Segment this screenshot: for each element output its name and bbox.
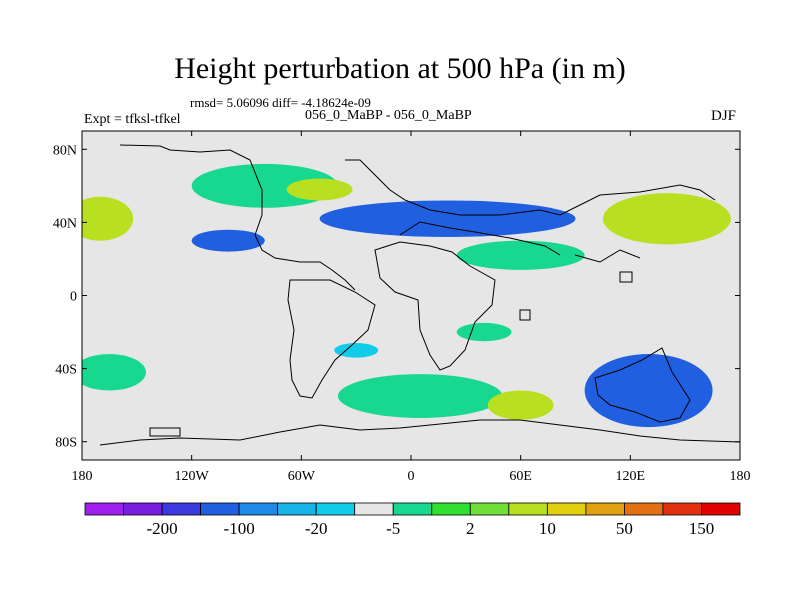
field-region-11	[456, 322, 512, 342]
coastline-misc-islands	[149, 271, 633, 437]
field-region-6	[456, 240, 585, 270]
colorbar-box	[354, 502, 394, 516]
colorbar-box	[662, 502, 702, 516]
coastline-australia	[594, 347, 691, 423]
coastline-antarctica	[99, 419, 740, 446]
y-tick-label: 40S	[55, 363, 77, 378]
colorbar-box	[161, 502, 201, 516]
field-region-4	[319, 200, 576, 238]
colorbar-box	[200, 502, 240, 516]
colorbar-label: -100	[224, 519, 255, 538]
stats-text: rmsd= 5.06096 diff= -4.18624e-09	[190, 95, 371, 110]
y-tick-label: 80N	[53, 143, 77, 158]
colorbar-box	[392, 502, 433, 516]
chart-subtitle: 056_0_MaBP - 056_0_MaBP	[305, 108, 472, 123]
field-region-9	[487, 390, 554, 420]
colorbar-label: 50	[616, 519, 633, 538]
coastline-eurasia	[345, 159, 716, 263]
colorbar-box	[84, 502, 124, 516]
colorbar-label: 150	[689, 519, 715, 538]
field-region-10	[584, 353, 713, 428]
field-region-5	[191, 229, 265, 252]
x-tick-label: 120W	[175, 469, 210, 484]
colorbar-label: 2	[466, 519, 475, 538]
colorbar-label: 10	[539, 519, 556, 538]
y-axis: 80N 40N 0 40S 80S	[53, 143, 740, 451]
coastline-north-america	[119, 144, 356, 291]
colorbar-box	[238, 502, 279, 516]
coastline-layer	[99, 144, 740, 446]
season-label: DJF	[711, 108, 737, 124]
x-tick-label: 180	[730, 469, 751, 484]
colorbar-box	[469, 502, 510, 516]
y-tick-label: 40N	[53, 216, 77, 231]
coastline-south-america	[287, 279, 376, 399]
chart-title: Height perturbation at 500 hPa (in m)	[174, 52, 626, 85]
colorbar-box	[123, 502, 163, 516]
x-tick-label: 60E	[509, 469, 532, 484]
x-tick-label: 60W	[288, 469, 316, 484]
field-region-7	[82, 353, 146, 391]
colorbar-box	[431, 502, 471, 516]
experiment-label: Expt = tfksl-tfkel	[84, 112, 181, 127]
colorbar-box	[585, 502, 625, 516]
x-axis: 180 120W 60W 0 60E 120E 180	[72, 131, 751, 484]
colorbar-box	[701, 502, 741, 516]
field-region-1	[286, 178, 353, 201]
x-tick-label: 0	[408, 469, 415, 484]
field-region-12	[334, 343, 379, 358]
y-tick-label: 0	[70, 290, 77, 305]
colorbar-box	[315, 502, 356, 516]
colorbar-box	[546, 502, 587, 516]
colorbar-label: -20	[305, 519, 328, 538]
field-region-3	[602, 193, 731, 245]
colorbar-box	[277, 502, 317, 516]
y-tick-label: 80S	[55, 436, 77, 451]
coastline-africa	[374, 241, 496, 371]
field-region-8	[337, 374, 503, 418]
colorbar: -200 -100 -20 -5 2 10 50 150	[84, 502, 741, 538]
colorbar-label: -5	[386, 519, 400, 538]
x-tick-label: 120E	[616, 469, 646, 484]
x-tick-label: 180	[72, 469, 93, 484]
colorbar-box	[624, 502, 664, 516]
field-region-2	[82, 196, 134, 241]
colorbar-label: -200	[146, 519, 177, 538]
field-layer	[82, 163, 731, 428]
colorbar-box	[508, 502, 548, 516]
